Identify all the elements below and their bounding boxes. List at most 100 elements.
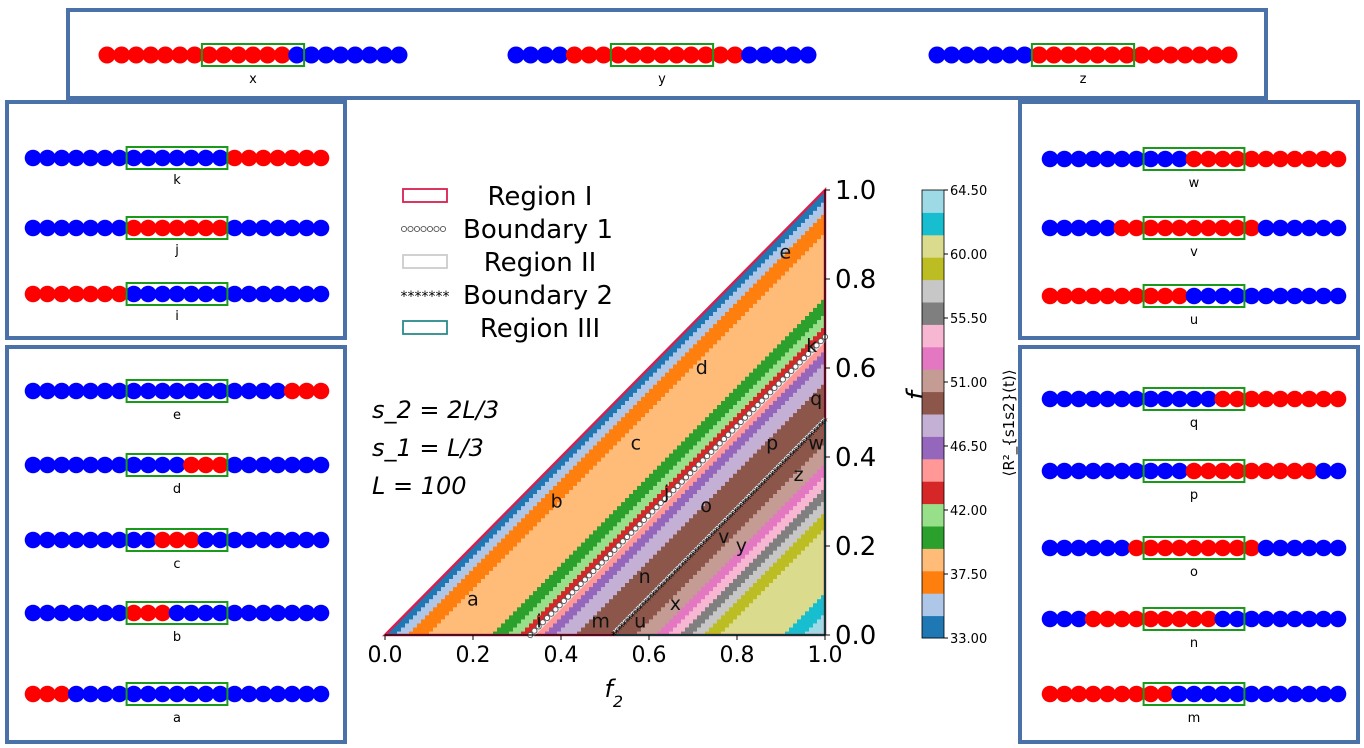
contour-cell [777, 258, 782, 280]
contour-cell [681, 355, 686, 377]
contour-cell [821, 384, 825, 446]
contour-cell [673, 513, 678, 535]
point-label-q: q [810, 388, 822, 410]
boundary-2-marker: * [740, 498, 746, 511]
contour-cell [809, 246, 814, 312]
bead [283, 382, 301, 400]
contour-cell [693, 363, 698, 430]
contour-cell [465, 190, 470, 563]
contour-cell [693, 331, 698, 345]
contour-cell [601, 586, 606, 608]
bead [24, 604, 42, 622]
boundary-2-marker: * [632, 608, 638, 621]
contour-cell [729, 558, 734, 571]
boundary-2-marker: * [672, 568, 678, 581]
point-label-m: m [591, 611, 610, 633]
contour-cell [609, 428, 614, 450]
contour-cell [525, 626, 530, 635]
contour-cell [741, 610, 746, 635]
contour-cell [593, 465, 598, 531]
contour-cell [557, 582, 562, 596]
contour-cell [769, 392, 774, 406]
contour-cell [589, 586, 594, 600]
boundary-2-marker: * [769, 469, 775, 482]
boundary-1-marker [560, 597, 567, 604]
bead [1257, 219, 1275, 237]
bead [82, 219, 99, 237]
bead [226, 604, 243, 622]
contour-cell [745, 541, 750, 555]
contour-cell [581, 541, 586, 559]
contour-cell [765, 291, 770, 357]
contour-cell [757, 448, 762, 511]
contour-cell [701, 598, 706, 612]
bead [1272, 390, 1289, 408]
contour-cell [557, 566, 562, 584]
contour-cell [469, 570, 474, 592]
contour-cell [797, 339, 802, 353]
contour-cell [721, 465, 726, 486]
contour-cell [441, 598, 446, 620]
bead [139, 604, 157, 622]
contour-cell [457, 190, 462, 571]
point-label-x: x [670, 593, 681, 615]
contour-cell [821, 614, 825, 635]
contour-cell [793, 380, 798, 393]
boundary-2-marker: * [680, 560, 686, 573]
contour-cell [613, 525, 618, 539]
contour-cell [737, 384, 742, 401]
contour-cell [681, 343, 686, 357]
bead [1228, 462, 1246, 480]
contour-cell [721, 566, 726, 579]
contour-cell [793, 355, 798, 369]
contour-cell [821, 315, 825, 329]
contour-cell [581, 570, 586, 584]
contour-cell [617, 420, 622, 442]
contour-cell [789, 234, 794, 248]
boundary-1-marker [598, 559, 605, 566]
bead [1228, 287, 1246, 305]
contour-cell [689, 517, 694, 579]
bead [1200, 150, 1217, 168]
contour-cell [789, 347, 794, 361]
contour-cell [573, 566, 578, 579]
contour-cell [649, 501, 654, 515]
boundary-2-marker: * [616, 624, 622, 637]
bead [1214, 685, 1232, 703]
chain-label: a [173, 711, 181, 726]
contour-cell [809, 457, 814, 478]
contour-cell [597, 440, 602, 462]
contour-cell [793, 412, 798, 474]
bead [53, 604, 71, 622]
window-box [200, 43, 306, 67]
contour-cell [533, 606, 538, 620]
contour-cell [769, 517, 774, 531]
bead [1257, 685, 1275, 703]
bead [53, 531, 71, 549]
bead [240, 531, 258, 549]
contour-cell [577, 546, 582, 563]
contour-cell [753, 303, 758, 369]
contour-cell [673, 626, 678, 635]
contour-cell [601, 521, 606, 539]
boundary-2-marker: * [798, 439, 804, 452]
contour-cell [617, 190, 622, 410]
boundary-2-marker: * [669, 570, 675, 583]
contour-cell [513, 546, 518, 612]
bead [1056, 287, 1073, 305]
boundary-1-marker [573, 585, 580, 592]
contour-cell [813, 452, 818, 474]
bead [609, 46, 627, 64]
boundary-1-marker [716, 440, 723, 447]
bead [197, 685, 215, 703]
contour-cell [637, 420, 642, 486]
contour-cell [605, 558, 610, 571]
contour-cell [741, 465, 746, 527]
contour-cell [697, 424, 702, 442]
contour-cell [741, 546, 746, 559]
contour-cell [613, 190, 618, 414]
window-box [125, 216, 229, 240]
contour-cell [641, 481, 646, 499]
